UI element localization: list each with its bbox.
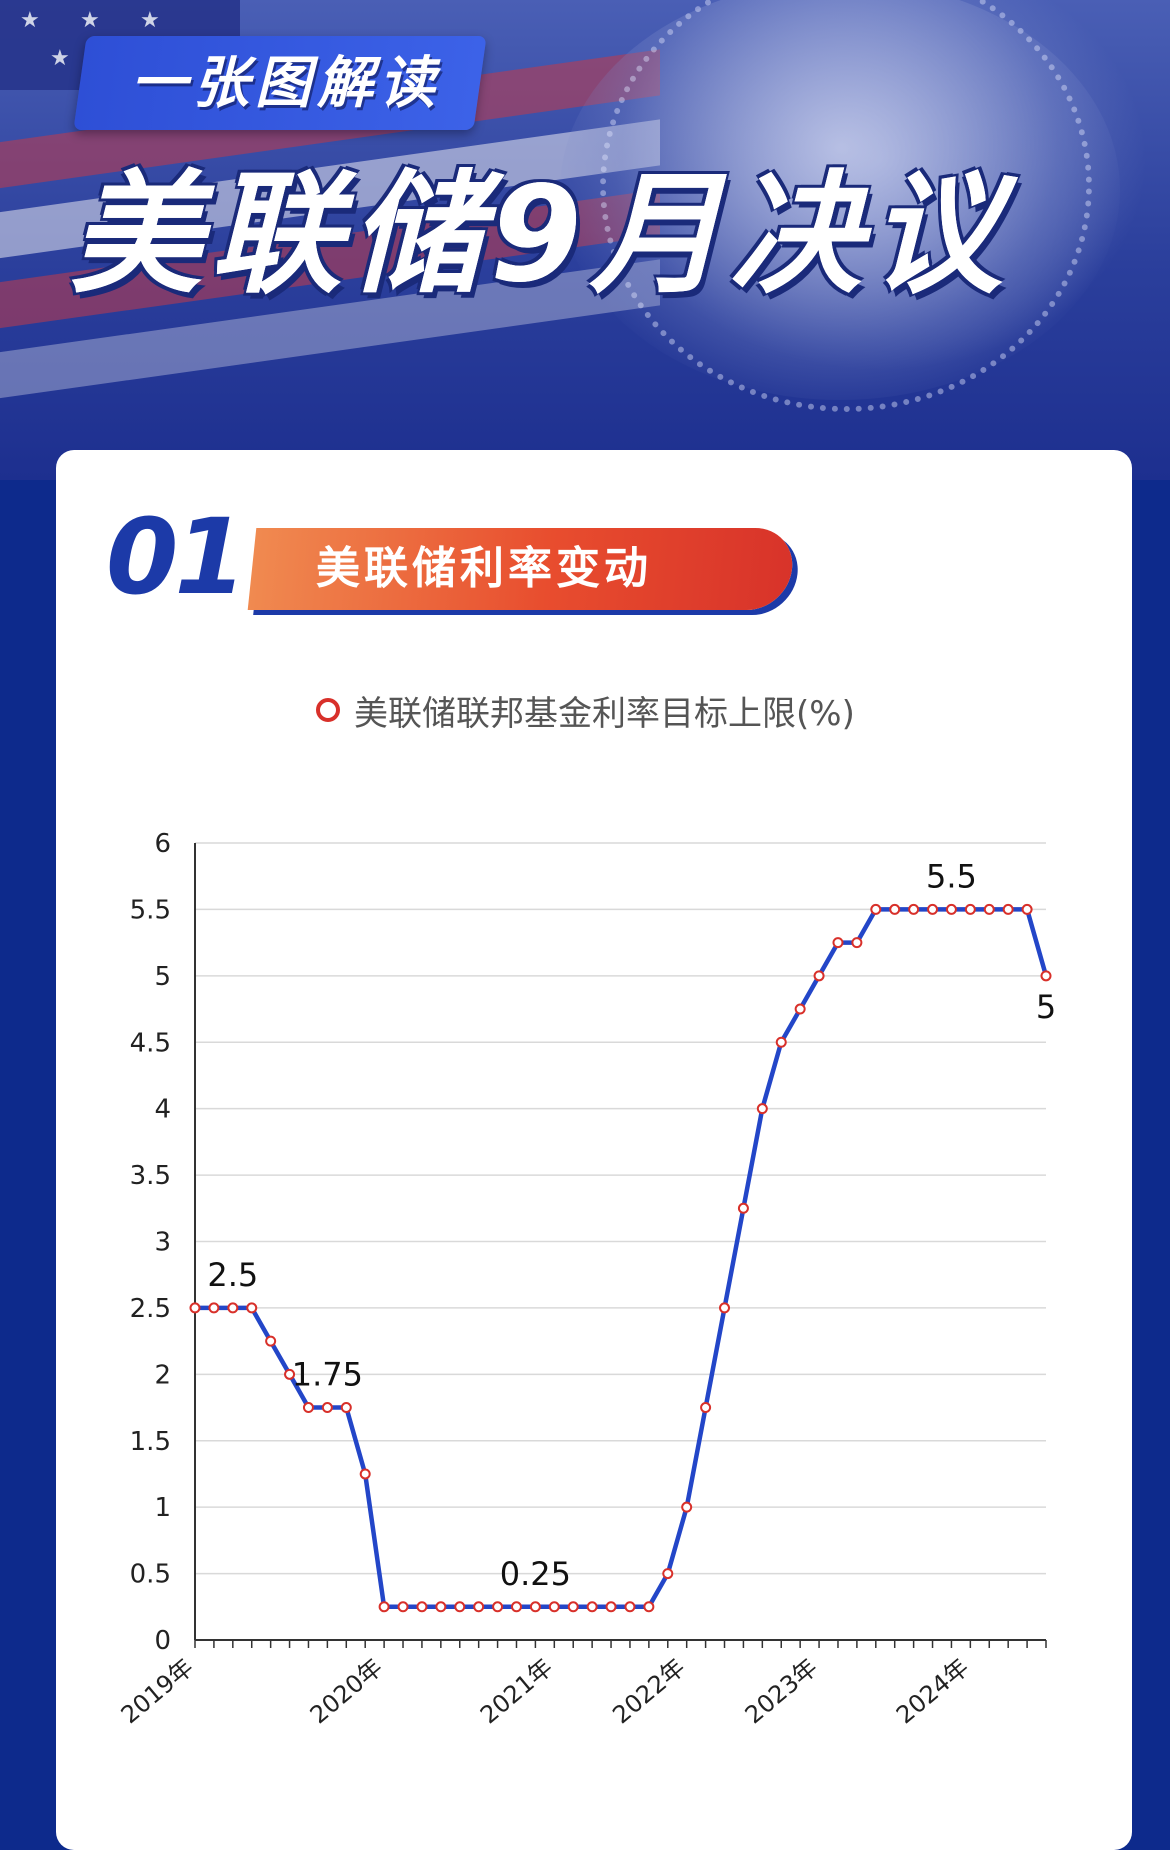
- y-tick-label: 3.5: [130, 1161, 171, 1191]
- data-point: [492, 1601, 504, 1613]
- data-point: [189, 1302, 201, 1314]
- data-point: [927, 903, 939, 915]
- header-banner: ★ ★ ★ ★ ★ ★ 一张图解读 美联储9月决议: [0, 0, 1170, 480]
- data-point: [473, 1601, 485, 1613]
- data-point: [737, 1202, 749, 1214]
- chart-legend: 美联储联邦基金利率目标上限(%): [316, 688, 855, 734]
- data-point: [700, 1402, 712, 1414]
- y-tick-label: 0.5: [130, 1560, 171, 1590]
- data-point: [964, 903, 976, 915]
- data-point: [851, 937, 863, 949]
- data-point: [643, 1601, 655, 1613]
- data-point: [889, 903, 901, 915]
- y-tick-label: 4: [154, 1095, 171, 1125]
- star-icon: ★: [20, 8, 40, 33]
- y-tick-label: 3: [154, 1228, 171, 1258]
- y-tick-label: 6: [154, 829, 171, 859]
- data-point: [548, 1601, 560, 1613]
- data-point: [416, 1601, 428, 1613]
- data-point: [681, 1501, 693, 1513]
- header-tag: 一张图解读: [131, 51, 441, 116]
- data-point: [567, 1601, 579, 1613]
- data-point: [510, 1601, 522, 1613]
- data-label: 1.75: [292, 1356, 363, 1394]
- page-title: 美联储9月决议: [70, 158, 1010, 312]
- data-point: [1040, 970, 1052, 982]
- data-point: [397, 1601, 409, 1613]
- data-point: [775, 1036, 787, 1048]
- data-label: 2.5: [207, 1256, 258, 1294]
- data-point: [624, 1601, 636, 1613]
- data-point: [870, 903, 882, 915]
- data-point: [246, 1302, 258, 1314]
- y-tick-label: 5: [154, 962, 171, 992]
- x-tick-label: 2021年: [475, 1653, 558, 1729]
- x-tick-label: 2019年: [116, 1653, 199, 1729]
- data-label: 0.25: [500, 1555, 571, 1593]
- data-point: [756, 1103, 768, 1115]
- x-tick-label: 2022年: [607, 1653, 690, 1729]
- y-tick-label: 2: [154, 1360, 171, 1390]
- x-tick-label: 2024年: [891, 1653, 974, 1729]
- section-title: 美联储利率变动: [316, 543, 652, 594]
- series-line: [195, 907, 1049, 1610]
- data-label: 5.5: [926, 857, 977, 895]
- data-point: [813, 970, 825, 982]
- section-number: 01: [106, 496, 247, 618]
- data-point: [586, 1601, 598, 1613]
- y-tick-label: 0: [154, 1626, 171, 1656]
- data-point: [227, 1302, 239, 1314]
- banknote-engraving-ring: [600, 0, 1092, 412]
- star-icon: ★: [80, 8, 100, 33]
- data-point: [302, 1402, 314, 1414]
- content-card: 01 美联储利率变动 美联储联邦基金利率目标上限(%) 0 0.5 1 1.5 2 2.5…: [56, 450, 1132, 1850]
- data-point: [378, 1601, 390, 1613]
- star-icon: ★: [140, 8, 160, 33]
- legend-circle-marker-icon: [316, 698, 340, 722]
- data-point: [435, 1601, 447, 1613]
- legend-label: 美联储联邦基金利率目标上限(%): [354, 693, 855, 734]
- y-tick-label: 2.5: [130, 1294, 171, 1324]
- y-tick-label: 1: [154, 1493, 171, 1523]
- data-point: [908, 903, 920, 915]
- data-point: [832, 937, 844, 949]
- data-point: [605, 1601, 617, 1613]
- data-point: [529, 1601, 541, 1613]
- data-point: [321, 1402, 333, 1414]
- data-label: 5: [1036, 988, 1056, 1026]
- star-icon: ★: [50, 46, 70, 71]
- y-tick-label: 5.5: [130, 895, 171, 925]
- rate-line-chart: 0 0.5 1 1.5 2 2.5 3 3.5 4 4.5 5 5.5 6 2019年 2020年 2021年…: [116, 829, 1056, 1729]
- data-point: [983, 903, 995, 915]
- data-point: [1021, 903, 1033, 915]
- data-point: [340, 1402, 352, 1414]
- data-point: [794, 1003, 806, 1015]
- y-tick-label: 4.5: [130, 1028, 171, 1058]
- data-point: [359, 1468, 371, 1480]
- data-point: [662, 1568, 674, 1580]
- data-point: [265, 1335, 277, 1347]
- x-tick-label: 2023年: [740, 1653, 823, 1729]
- data-point: [454, 1601, 466, 1613]
- y-tick-label: 1.5: [130, 1427, 171, 1457]
- x-tick-label: 2020年: [305, 1653, 388, 1729]
- data-point: [945, 903, 957, 915]
- data-point: [1002, 903, 1014, 915]
- data-point: [719, 1302, 731, 1314]
- data-point: [208, 1302, 220, 1314]
- data-point: [284, 1368, 296, 1380]
